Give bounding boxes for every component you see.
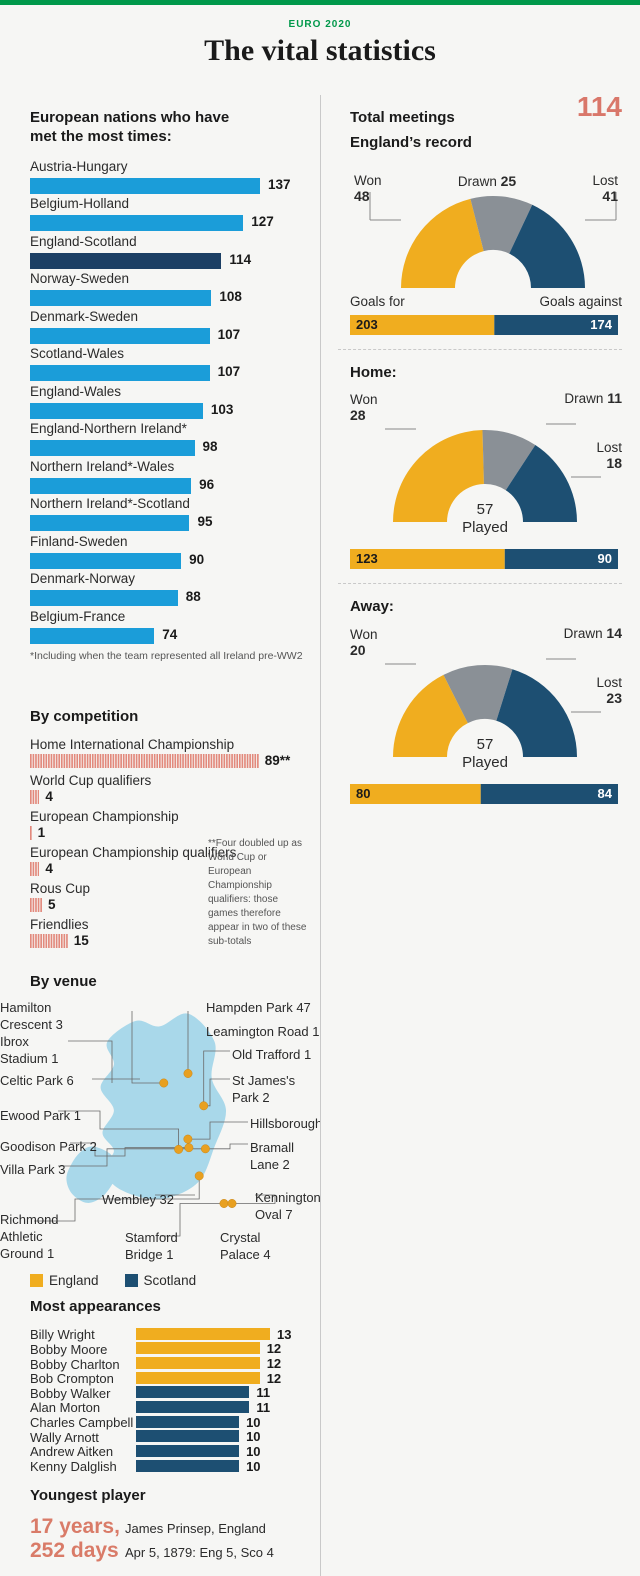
svg-text:203: 203 [356,317,378,332]
svg-text:80: 80 [356,786,370,801]
svg-text:174: 174 [590,317,612,332]
svg-text:57: 57 [477,501,494,518]
svg-text:90: 90 [598,551,612,566]
svg-text:Played: Played [462,519,508,536]
svg-text:Played: Played [462,754,508,771]
svg-text:84: 84 [598,786,613,801]
svg-text:123: 123 [356,551,378,566]
svg-text:57: 57 [477,736,494,753]
